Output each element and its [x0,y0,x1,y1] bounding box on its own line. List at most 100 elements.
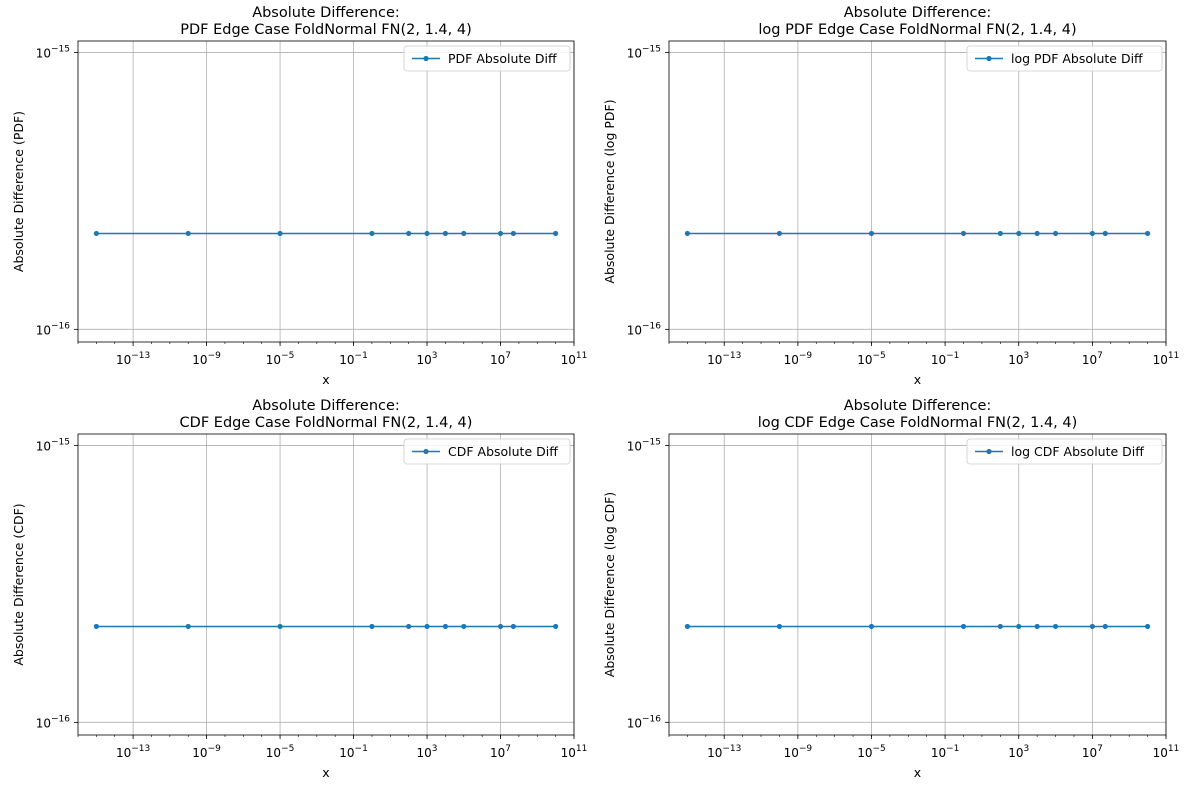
x-tick-label: 103 [1008,744,1029,760]
x-tick-label: 1011 [561,744,588,760]
data-point [684,623,691,630]
x-tick-label: 1011 [561,351,588,367]
x-tick-label: 107 [1082,744,1103,760]
x-axis-label: x [322,765,329,780]
data-point [960,623,967,630]
legend-box [403,45,571,72]
plot-area [78,434,574,735]
data-point [1102,623,1108,630]
chart-title: Absolute Difference: [252,398,400,414]
y-axis-label: Absolute Difference (CDF) [11,503,26,665]
x-tick-label: 10−5 [266,351,295,367]
data-point [1016,230,1022,237]
y-axis-label: Absolute Difference (PDF) [11,111,26,272]
x-tick-label: 1011 [1153,351,1180,367]
x-tick-label: 10−13 [116,351,150,367]
x-axis-label: x [322,372,329,387]
x-tick-label: 1011 [1153,744,1180,760]
y-tick-label: 10−15 [36,44,70,60]
chart-title: log CDF Edge Case FoldNormal FN(2, 1.4, … [758,415,1078,431]
y-tick-label: 10−16 [36,714,71,730]
data-point [1144,230,1151,237]
data-point [1089,623,1095,630]
legend-marker [986,448,992,455]
y-tick-label: 10−15 [627,44,661,60]
x-tick-label: 10−1 [339,351,368,367]
legend-box [966,45,1163,72]
x-tick-label: 10−1 [931,744,960,760]
chart-panel: 10−13 10−9 10−5 10−1 103 107 1011 10−16 10−15 x Ab… [602,398,1179,780]
x-tick-label: 10−5 [857,351,886,367]
data-point [510,623,516,630]
x-tick-label: 10−9 [784,744,813,760]
data-point [868,623,875,630]
plot-area [669,434,1166,735]
x-tick-label: 107 [1082,351,1103,367]
y-tick-label: 10−16 [36,321,71,337]
legend-label: PDF Absolute Diff [448,51,557,66]
chart-panel: 10−13 10−9 10−5 10−1 103 107 1011 10−16 10−15 x Ab… [11,398,587,780]
x-tick-label: 10−9 [192,744,221,760]
data-point [1034,230,1040,237]
legend-marker [423,55,429,62]
data-point [776,623,783,630]
y-tick-label: 10−15 [36,437,70,453]
x-tick-label: 10−13 [707,351,741,367]
y-tick-label: 10−15 [627,437,661,453]
data-point [497,230,504,237]
data-point [868,230,875,237]
x-tick-label: 10−1 [931,351,960,367]
data-point [461,230,467,237]
y-axis-label: Absolute Difference (log CDF) [602,492,617,677]
data-point [1102,230,1108,237]
data-point [93,230,99,237]
x-tick-label: 10−5 [266,744,295,760]
chart-panel: 10−13 10−9 10−5 10−1 103 107 1011 10−16 10−15 x Ab… [11,5,587,387]
data-point [461,623,467,630]
x-tick-label: 103 [417,351,438,367]
x-tick-label: 10−13 [116,744,150,760]
data-point [553,623,559,630]
data-point [185,623,191,630]
data-point [553,230,559,237]
data-point [369,623,375,630]
legend-box [966,438,1163,465]
x-tick-label: 107 [490,744,511,760]
x-axis-label: x [914,765,921,780]
chart-title: Absolute Difference: [844,5,992,21]
legend-marker [986,55,992,62]
axes-frame [668,433,1167,736]
x-tick-label: 10−5 [857,744,886,760]
x-tick-label: 103 [417,744,438,760]
chart-title: Absolute Difference: [252,5,400,21]
y-tick-label: 10−16 [627,321,662,337]
data-point [424,230,430,237]
chart-title: PDF Edge Case FoldNormal FN(2, 1.4, 4) [180,22,472,38]
legend-marker [423,448,429,455]
data-point [277,623,283,630]
data-point [406,623,412,630]
data-point [1052,623,1059,630]
axes-frame [77,433,575,736]
data-point [1089,230,1095,237]
data-point [510,230,516,237]
legend-label: CDF Absolute Diff [448,444,558,459]
legend-label: log PDF Absolute Diff [1011,51,1143,66]
data-point [442,623,449,630]
x-tick-label: 10−13 [707,744,741,760]
data-point [1016,623,1022,630]
y-axis-label: Absolute Difference (log PDF) [602,99,617,283]
plot-area [669,41,1166,342]
data-point [960,230,967,237]
data-point [185,230,191,237]
chart-panel: 10−13 10−9 10−5 10−1 103 107 1011 10−16 10−15 x Ab… [602,5,1179,387]
x-tick-label: 107 [490,351,511,367]
plot-area [78,41,574,342]
data-point [1034,623,1040,630]
data-point [424,623,430,630]
x-tick-label: 10−1 [339,744,368,760]
data-point [1144,623,1151,630]
data-point [277,230,283,237]
data-point [369,230,375,237]
